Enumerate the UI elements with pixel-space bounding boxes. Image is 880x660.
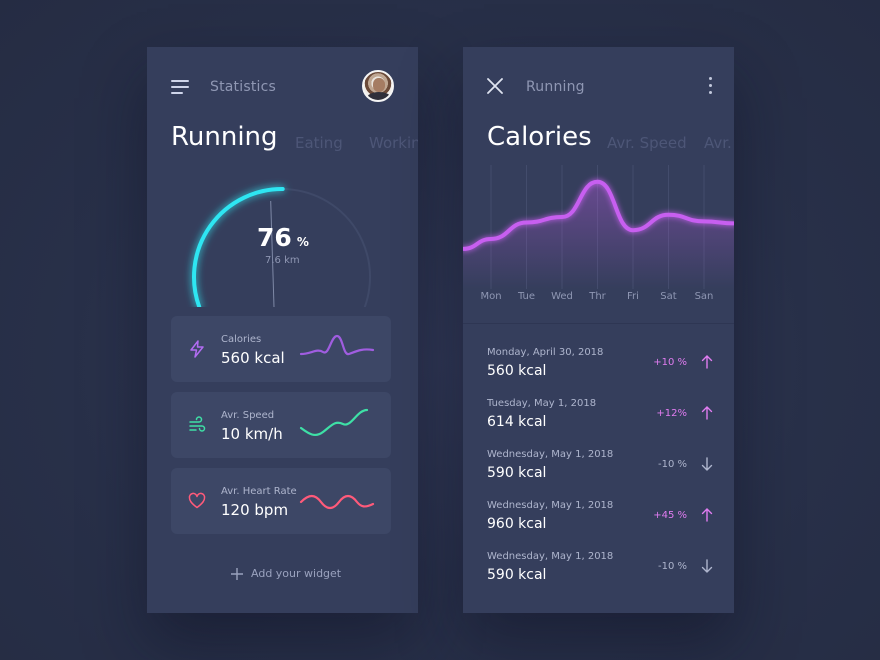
list-item[interactable]: Wednesday, May 1, 2018 960 kcal +45 % — [487, 500, 717, 546]
widget-calories[interactable]: Calories 560 kcal — [171, 316, 391, 382]
heart-icon — [188, 492, 206, 509]
entry-kcal: 960 kcal — [487, 516, 547, 532]
entry-change: +12% — [656, 408, 687, 419]
tab-avr-more[interactable]: Avr. — [704, 134, 732, 152]
entry-change: -10 % — [657, 459, 687, 470]
entry-date: Wednesday, May 1, 2018 — [487, 449, 614, 460]
chart-x-tick-label: San — [694, 291, 714, 302]
tab-running[interactable]: Running — [171, 122, 278, 152]
list-item[interactable]: Wednesday, May 1, 2018 590 kcal -10 % — [487, 449, 717, 495]
add-widget-button[interactable]: Add your widget — [231, 567, 341, 580]
widget-value: 120 bpm — [221, 501, 289, 519]
add-widget-label: Add your widget — [251, 567, 342, 580]
arrow-down-icon — [701, 457, 713, 471]
entry-change: -10 % — [657, 561, 687, 572]
entry-kcal: 590 kcal — [487, 465, 547, 481]
calories-chart — [463, 165, 734, 289]
entry-date: Monday, April 30, 2018 — [487, 347, 604, 358]
gauge-readout: 76 % — [257, 223, 309, 252]
arrow-down-icon — [701, 559, 713, 573]
user-avatar[interactable] — [362, 70, 394, 102]
plus-icon — [231, 567, 243, 580]
wind-icon — [189, 416, 206, 432]
tab-avr-speed[interactable]: Avr. Speed — [607, 134, 687, 152]
entry-kcal: 614 kcal — [487, 414, 547, 430]
tab-working[interactable]: Workin — [369, 134, 418, 152]
more-vertical-icon[interactable] — [707, 77, 713, 97]
tab-eating[interactable]: Eating — [295, 134, 343, 152]
chart-x-tick-label: Fri — [627, 291, 639, 302]
entry-kcal: 560 kcal — [487, 363, 547, 379]
entry-kcal: 590 kcal — [487, 567, 547, 583]
chart-x-tick-label: Wed — [551, 291, 573, 302]
widget-heart-rate[interactable]: Avr. Heart Rate 120 bpm — [171, 468, 391, 534]
widget-speed[interactable]: Avr. Speed 10 km/h — [171, 392, 391, 458]
list-item[interactable]: Tuesday, May 1, 2018 614 kcal +12% — [487, 398, 717, 444]
heart-rate-sparkline — [299, 494, 375, 510]
calories-sparkline — [299, 334, 375, 356]
gauge-unit: % — [296, 235, 309, 249]
entry-date: Wednesday, May 1, 2018 — [487, 551, 614, 562]
widget-label: Avr. Speed — [221, 410, 275, 421]
entry-change: +10 % — [653, 357, 687, 368]
gauge-distance: 7.6 km — [265, 255, 300, 266]
widget-label: Calories — [221, 334, 262, 345]
chart-x-tick-label: Mon — [480, 291, 502, 302]
list-item[interactable]: Monday, April 30, 2018 560 kcal +10 % — [487, 347, 717, 393]
hamburger-menu-icon[interactable] — [171, 80, 189, 94]
list-item[interactable]: Wednesday, May 1, 2018 590 kcal -10 % — [487, 551, 717, 597]
statistics-panel: Statistics Running Eating Workin 76 % 7.… — [147, 47, 418, 613]
entry-date: Tuesday, May 1, 2018 — [487, 398, 597, 409]
lightning-icon — [190, 340, 204, 358]
widget-value: 10 km/h — [221, 425, 283, 443]
arrow-up-icon — [701, 406, 713, 420]
chart-x-tick-label: Thr — [589, 291, 606, 302]
tab-calories[interactable]: Calories — [487, 122, 592, 152]
chart-x-tick-label: Sat — [660, 291, 677, 302]
header-title: Running — [526, 79, 585, 95]
chart-area — [463, 181, 734, 289]
gauge-value: 76 — [257, 223, 292, 252]
entry-date: Wednesday, May 1, 2018 — [487, 500, 614, 511]
widget-value: 560 kcal — [221, 349, 285, 367]
divider — [463, 323, 734, 324]
chart-x-tick-label: Tue — [517, 291, 536, 302]
header-title: Statistics — [210, 79, 276, 95]
gauge-progress-arc — [192, 186, 285, 307]
arrow-up-icon — [701, 508, 713, 522]
widget-label: Avr. Heart Rate — [221, 486, 297, 497]
speed-sparkline — [299, 408, 369, 437]
arrow-up-icon — [701, 355, 713, 369]
running-detail-panel: Running Calories Avr. Speed Avr. Mon Tue W… — [463, 47, 734, 613]
chart-series-line — [463, 179, 734, 251]
progress-gauge — [192, 186, 371, 307]
close-icon[interactable] — [487, 78, 503, 94]
entry-change: +45 % — [653, 510, 687, 521]
